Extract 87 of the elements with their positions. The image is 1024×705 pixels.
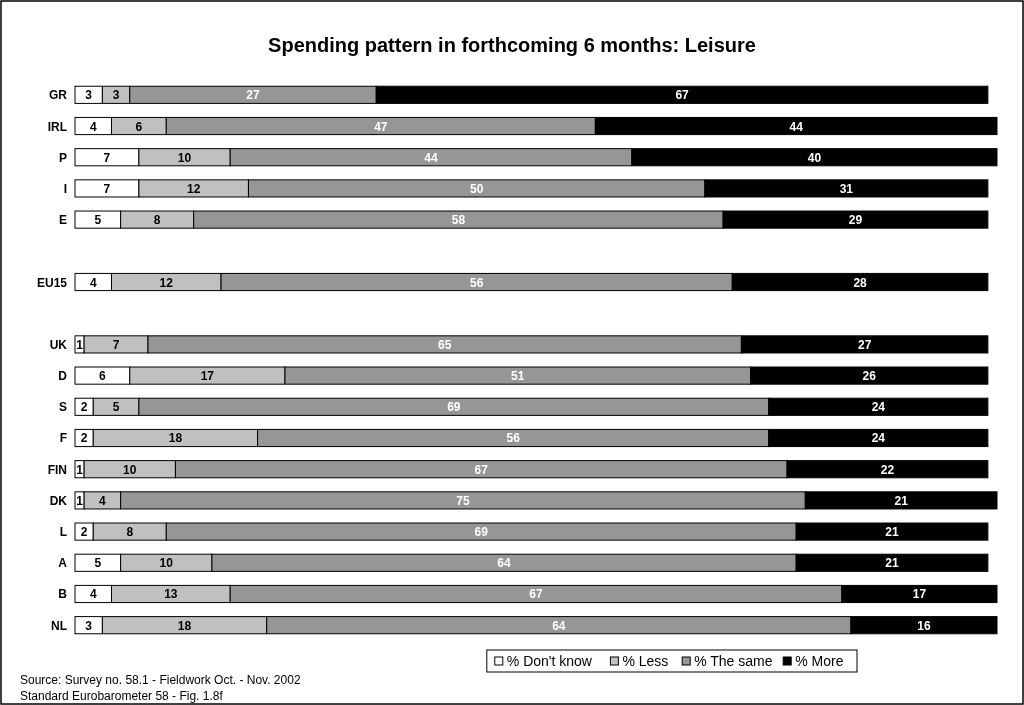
- data-label: 21: [885, 525, 900, 540]
- data-label: 47: [374, 119, 388, 134]
- y-tick-label: L: [59, 525, 67, 540]
- data-label: 6: [99, 369, 107, 384]
- data-label: 3: [112, 88, 120, 103]
- data-label: 4: [89, 587, 97, 602]
- data-label: 4: [89, 119, 97, 134]
- data-label: 5: [94, 213, 102, 228]
- data-label: 67: [675, 88, 690, 103]
- data-label: 1: [76, 462, 84, 477]
- legend-label: % The same: [694, 653, 773, 669]
- data-label: 17: [912, 587, 927, 602]
- y-tick-label: FIN: [47, 462, 67, 477]
- y-tick-label: A: [58, 556, 68, 571]
- data-label: 26: [862, 369, 877, 384]
- data-label: 16: [917, 618, 931, 633]
- data-label: 17: [200, 369, 215, 384]
- data-label: 18: [168, 431, 183, 446]
- data-label: 31: [839, 181, 854, 196]
- data-label: 28: [853, 275, 868, 290]
- data-label: 44: [789, 119, 804, 134]
- y-tick-label: F: [59, 431, 67, 446]
- data-label: 24: [871, 431, 886, 446]
- data-label: 64: [552, 618, 566, 633]
- data-label: 40: [807, 150, 822, 165]
- data-label: 8: [126, 525, 134, 540]
- y-tick-label: S: [58, 400, 67, 415]
- text: Standard Eurobarometer 58 - Fig. 1.8f: [20, 689, 224, 703]
- data-label: 18: [177, 618, 192, 633]
- source-note: Source: Survey no. 58.1 - Fieldwork Oct. - Nov. 2002: [20, 673, 301, 687]
- data-label: 12: [186, 181, 201, 196]
- data-label: 64: [497, 556, 512, 571]
- data-label: 2: [80, 431, 88, 446]
- y-tick-label: D: [58, 369, 68, 384]
- y-tick-label: E: [58, 213, 67, 228]
- legend-label: % Don't know: [506, 653, 593, 669]
- data-label: 10: [123, 462, 137, 477]
- data-label: 10: [177, 150, 192, 165]
- y-tick-label: EU15: [36, 275, 68, 290]
- data-label: 67: [529, 587, 543, 602]
- data-label: 27: [857, 337, 872, 352]
- y-tick-label: I: [63, 181, 67, 196]
- data-label: 67: [474, 462, 489, 477]
- data-label: 1: [76, 337, 84, 352]
- data-label: 58: [451, 213, 466, 228]
- data-label: 56: [469, 275, 484, 290]
- data-label: 75: [456, 493, 470, 508]
- chart-title: Spending pattern in forthcoming 6 months: Leisure: [268, 34, 756, 56]
- data-label: 69: [474, 525, 489, 540]
- data-label: 7: [103, 181, 111, 196]
- data-label: 4: [99, 493, 107, 508]
- y-tick-label: IRL: [47, 119, 67, 134]
- data-label: 44: [424, 150, 439, 165]
- data-label: 4: [89, 275, 97, 290]
- data-label: 12: [159, 275, 174, 290]
- y-tick-label: P: [58, 150, 67, 165]
- legend-label: % Less: [622, 653, 669, 669]
- y-tick-label: DK: [49, 493, 68, 508]
- data-label: 8: [153, 213, 161, 228]
- data-label: 24: [871, 400, 886, 415]
- data-label: 7: [112, 337, 120, 352]
- y-tick-label: B: [58, 587, 68, 602]
- data-label: 5: [112, 400, 120, 415]
- data-label: 65: [438, 337, 452, 352]
- data-label: 2: [80, 525, 88, 540]
- y-tick-label: UK: [49, 337, 68, 352]
- y-tick-label: NL: [51, 618, 67, 633]
- data-label: 3: [85, 88, 93, 103]
- data-label: 5: [94, 556, 102, 571]
- data-label: 6: [135, 119, 143, 134]
- legend-label: % More: [795, 653, 844, 669]
- data-label: 7: [103, 150, 111, 165]
- data-label: 22: [880, 462, 895, 477]
- data-label: 21: [885, 556, 900, 571]
- data-label: 21: [894, 493, 909, 508]
- y-tick-label: GR: [49, 88, 68, 103]
- data-label: 29: [848, 213, 863, 228]
- data-label: 2: [80, 400, 88, 415]
- data-label: 50: [469, 181, 484, 196]
- data-label: 13: [164, 587, 178, 602]
- data-label: 1: [76, 493, 84, 508]
- data-label: 56: [506, 431, 521, 446]
- data-label: 3: [85, 618, 93, 633]
- data-label: 10: [159, 556, 174, 571]
- data-label: 69: [447, 400, 461, 415]
- data-label: 27: [246, 88, 260, 103]
- data-label: 51: [511, 369, 525, 384]
